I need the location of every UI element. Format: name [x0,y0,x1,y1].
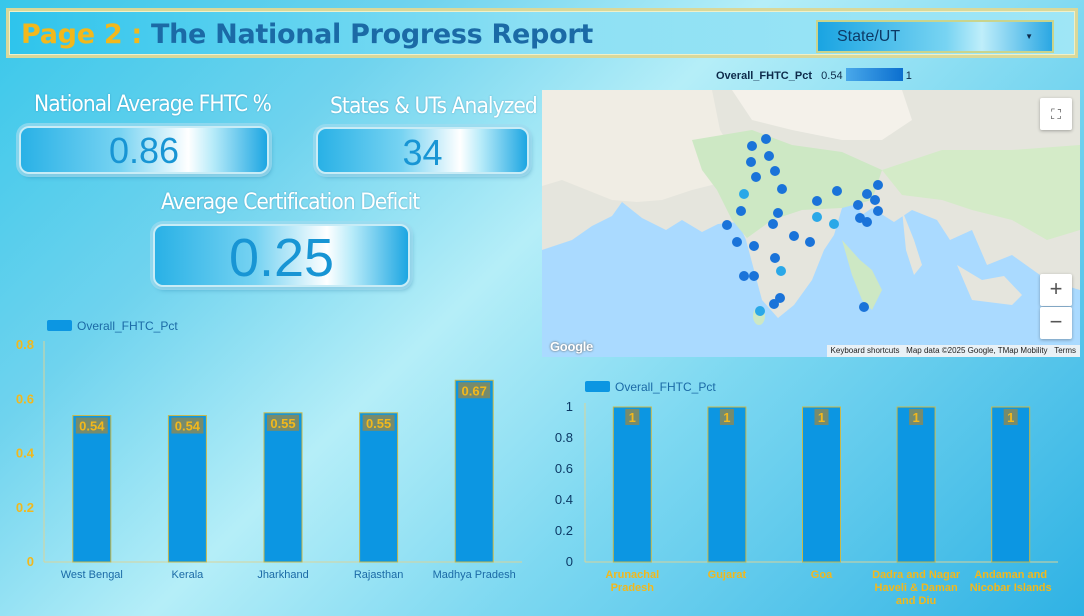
data-label: 0.55 [366,416,391,431]
bar[interactable] [72,415,112,563]
data-label: 0.55 [270,416,295,431]
kpi-cert-deficit-label: Average Certification Deficit [161,190,420,215]
kpi-national-average-value: 0.86 [19,126,269,174]
y-tick-label: 0 [566,554,573,569]
map-legend-min: 0.54 [821,70,843,82]
header-bar: Page 2 : The National Progress Report St… [6,8,1078,58]
x-category-label: Pradesh [611,582,655,594]
data-label-bg [75,417,108,434]
right-chart-legend-label: Overall_FHTC_Pct [615,380,716,394]
terms-link[interactable]: Terms [1054,346,1076,355]
state-ut-dropdown-value: State/UT [837,28,901,45]
x-category-label: Jharkhand [257,569,308,581]
x-category-label: Kerala [172,569,205,581]
x-category-label: Madhya Pradesh [433,569,516,581]
y-tick-label: 0.2 [555,523,573,538]
india-map[interactable]: ⛶ + − Google Keyboard shortcuts Map data… [542,90,1080,357]
data-label: 1 [723,410,730,425]
data-label: 1 [818,410,825,425]
page-number-label: Page 2 : [21,19,142,50]
kpi-cert-deficit-value: 0.25 [153,224,410,288]
dropdown-caret-icon: ▼ [1025,32,1033,41]
data-label-bg [814,409,829,425]
fullscreen-button[interactable]: ⛶ [1040,98,1072,130]
fullscreen-icon: ⛶ [1051,106,1061,122]
google-logo: Google [550,339,593,354]
y-tick-label: 0.6 [555,461,573,476]
left-chart-legend-label: Overall_FHTC_Pct [77,319,178,333]
data-label-bg [458,382,491,399]
data-label: 0.54 [175,419,201,434]
map-data-points [722,134,883,316]
x-category-label: Haveli & Daman [875,582,958,594]
data-label-bg [362,414,395,431]
map-legend-title: Overall_FHTC_Pct [716,70,812,82]
bar[interactable] [896,406,936,563]
bar[interactable] [612,406,652,563]
map-canvas [542,90,1080,357]
map-legend-max: 1 [905,70,912,82]
x-category-label: Dadra and Nagar [872,569,961,581]
state-ut-dropdown[interactable]: State/UT ▼ [816,20,1054,53]
x-category-label: Arunachal [605,569,659,581]
left-chart-legend: Overall_FHTC_Pct [47,319,178,333]
y-tick-label: 0.4 [555,492,573,507]
y-tick-label: 0.8 [16,337,34,352]
data-label: 0.54 [79,419,105,434]
zoom-in-button[interactable]: + [1040,274,1072,306]
data-label: 0.67 [462,383,487,398]
keyboard-shortcuts-link[interactable]: Keyboard shortcuts [830,346,900,355]
x-category-label: West Bengal [61,569,123,581]
map-attribution: Keyboard shortcuts Map data ©2025 Google… [826,345,1080,357]
page-title: Page 2 : The National Progress Report [21,19,593,50]
data-label-bg [625,409,640,425]
map-legend-gradient [845,68,903,81]
data-label-bg [909,409,924,425]
y-tick-label: 0.2 [16,500,34,515]
bar[interactable] [454,379,494,563]
y-tick-label: 1 [566,399,573,414]
y-tick-label: 0 [27,554,34,569]
bar[interactable] [802,406,841,563]
bar[interactable] [707,406,747,563]
data-label: 1 [629,410,636,425]
legend-swatch [47,320,72,331]
legend-swatch [585,381,610,392]
kpi-national-average-label: National Average FHTC % [34,92,272,117]
data-label: 1 [912,410,919,425]
x-category-label: Goa [811,569,833,581]
data-label-bg [171,417,204,434]
x-category-label: Rajasthan [354,569,404,581]
bar[interactable] [359,412,399,563]
y-tick-label: 0.4 [16,446,35,461]
kpi-states-analyzed-value: 34 [316,127,529,174]
bar[interactable] [991,406,1031,563]
data-label: 1 [1007,410,1014,425]
y-tick-label: 0.8 [555,430,573,445]
bar[interactable] [167,415,207,563]
data-label-bg [267,414,299,431]
x-category-label: Nicobar Islands [970,582,1052,594]
right-chart-legend: Overall_FHTC_Pct [585,380,716,394]
y-tick-label: 0.6 [16,391,34,406]
map-color-legend: Overall_FHTC_Pct 0.54 1 [716,68,912,82]
kpi-states-analyzed-label: States & UTs Analyzed [330,94,538,119]
zoom-out-button[interactable]: − [1040,307,1072,339]
data-label-bg [719,409,734,425]
report-title: The National Progress Report [151,19,593,50]
bar[interactable] [263,412,303,563]
x-category-label: Andaman and [974,569,1047,581]
x-category-label: Gujarat [708,569,747,581]
left-bar-chart: 0 0.2 0.4 0.6 0.8 0.54 West Bengal 0.54 Kerala 0.… [16,337,522,581]
x-category-label: and Diu [896,595,936,607]
map-data-credit: Map data ©2025 Google, TMap Mobility [906,346,1048,355]
data-label-bg [1003,409,1018,425]
